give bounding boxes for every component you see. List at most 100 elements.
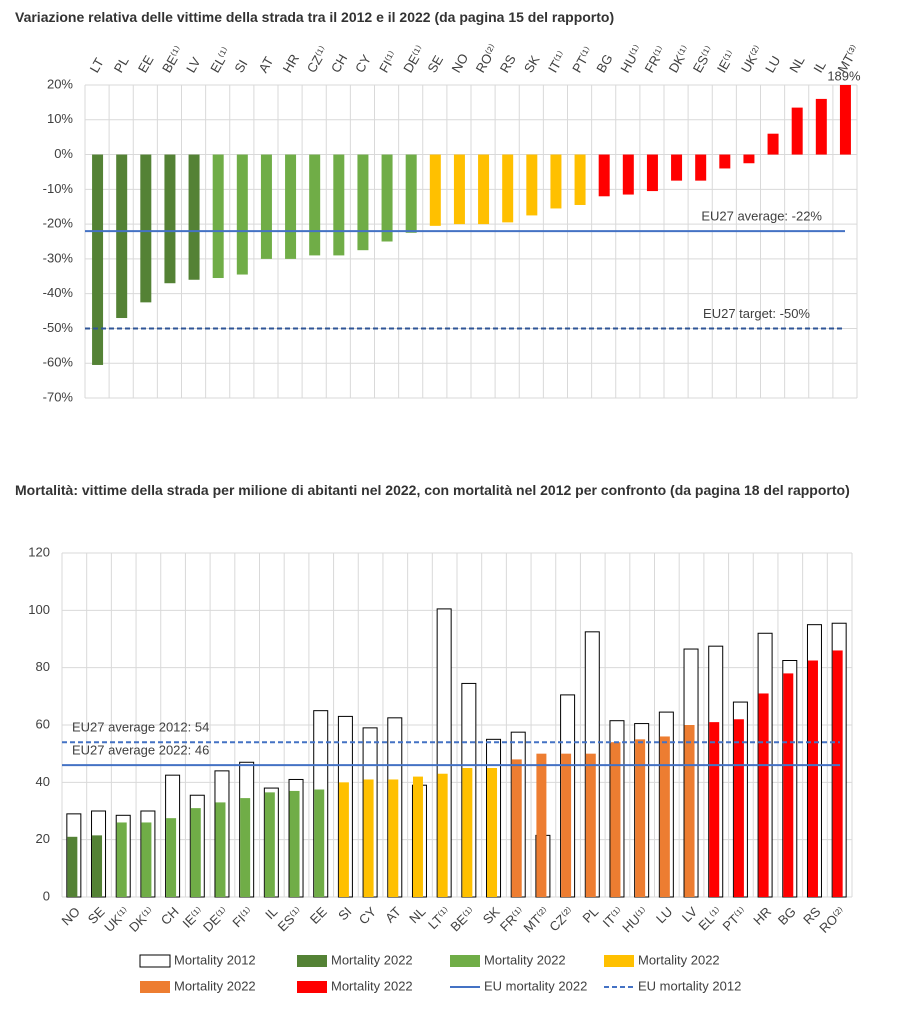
bar	[285, 154, 297, 259]
x-tick-label: IT⁽¹⁾	[545, 48, 569, 75]
x-tick-label: CZ⁽¹⁾	[304, 43, 331, 75]
x-tick-label: AT	[256, 54, 277, 75]
x-tick-label: MT⁽²⁾	[520, 904, 551, 935]
x-tick-label: RS	[497, 52, 519, 75]
x-tick-label: NL	[786, 53, 807, 75]
bar	[511, 759, 522, 897]
x-tick-label: PL	[111, 54, 132, 75]
reference-label: EU27 average: -22%	[701, 209, 822, 224]
bar	[260, 154, 272, 259]
legend-label: Mortality 2022	[331, 952, 413, 967]
x-tick-label: FR⁽¹⁾	[497, 904, 527, 934]
legend-label: Mortality 2022	[638, 952, 720, 967]
x-tick-label: UK⁽²⁾	[738, 43, 765, 75]
bar	[437, 773, 448, 897]
bar	[585, 753, 596, 897]
bar	[190, 808, 201, 897]
bar	[92, 835, 103, 897]
bar	[574, 154, 586, 205]
x-tick-label: SI	[231, 57, 250, 75]
legend-swatch	[297, 955, 327, 967]
reference-label: EU27 average 2012: 54	[72, 720, 209, 735]
y-tick-label: 0%	[54, 146, 73, 161]
bar	[240, 798, 251, 897]
bar	[502, 154, 514, 223]
x-tick-label: ES⁽¹⁾	[275, 904, 305, 934]
y-tick-label: -50%	[43, 320, 74, 335]
x-tick-label: BG	[593, 51, 615, 75]
bar	[363, 779, 374, 897]
x-tick-label: PT⁽¹⁾	[569, 44, 596, 75]
legend-label: Mortality 2022	[331, 978, 413, 993]
bar	[526, 154, 538, 216]
x-tick-label: HU⁽¹⁾	[619, 904, 650, 935]
x-tick-label: PT⁽¹⁾	[720, 904, 750, 934]
x-tick-label: IE⁽¹⁾	[714, 48, 738, 75]
x-tick-label: DK⁽¹⁾	[126, 904, 157, 935]
plot	[92, 85, 851, 365]
bar	[767, 133, 779, 155]
x-tick-label: CY	[356, 904, 380, 928]
x-tick-label: CH	[328, 51, 350, 75]
bar	[388, 779, 399, 897]
bar	[659, 736, 670, 897]
bar	[791, 107, 803, 155]
x-tick-label: ES⁽¹⁾	[690, 43, 717, 75]
bar	[733, 719, 744, 897]
bar	[598, 154, 610, 197]
x-tick-label: FI⁽¹⁾	[376, 48, 400, 75]
x-tick-label: LT⁽¹⁾	[425, 904, 453, 932]
x-tick-label: LU	[653, 904, 675, 926]
y-tick-label: 100	[28, 602, 50, 617]
bar	[405, 154, 417, 233]
bar	[684, 725, 695, 897]
x-tick-label: LT	[87, 55, 107, 75]
x-tick-label: EL⁽¹⁾	[695, 904, 724, 933]
y-tick-label: 20	[36, 831, 50, 846]
bar	[815, 98, 827, 155]
y-tick-label: 120	[28, 544, 50, 559]
y-tick-label: -60%	[43, 355, 74, 370]
bar	[758, 693, 769, 897]
x-tick-label: HU⁽¹⁾	[617, 42, 645, 75]
x-tick-label: SI	[335, 904, 354, 923]
bar	[743, 154, 755, 164]
y-tick-label: 60	[36, 716, 50, 731]
x-tick-label: DK⁽¹⁾	[666, 43, 693, 75]
bar	[188, 154, 200, 280]
x-tick-label: NO	[449, 51, 472, 75]
bar	[783, 673, 794, 897]
bar	[646, 154, 658, 192]
bar	[264, 792, 275, 897]
x-tick-label: CH	[158, 904, 182, 928]
x-tick-label: HR	[750, 904, 774, 928]
x-tick-label: DE⁽¹⁾	[400, 43, 427, 75]
y-tick-label: -20%	[43, 216, 74, 231]
x-tick-label: SE	[424, 52, 446, 75]
reference-label: EU27 average 2022: 46	[72, 743, 209, 758]
bar	[314, 789, 325, 897]
x-tick-label: LU	[762, 53, 783, 75]
legend-swatch	[139, 954, 171, 968]
x-tick-label: UK⁽¹⁾	[101, 904, 132, 935]
bar	[839, 85, 851, 155]
bar	[695, 154, 707, 181]
x-tick-label: FR⁽¹⁾	[642, 43, 669, 75]
bar	[141, 822, 152, 897]
legend-swatch	[140, 981, 170, 993]
y-tick-label: 20%	[47, 76, 73, 91]
bar	[357, 154, 369, 251]
bar	[709, 722, 720, 897]
bar	[453, 154, 465, 225]
bar	[381, 154, 393, 242]
legend-label: EU mortality 2012	[638, 978, 741, 993]
bar	[116, 822, 127, 897]
bar	[622, 154, 634, 195]
x-tick-label: BE⁽¹⁾	[159, 43, 186, 75]
bar	[67, 836, 78, 897]
legend-label: Mortality 2022	[484, 952, 566, 967]
x-tick-label: NO	[59, 904, 83, 928]
reference-label: EU27 target: -50%	[703, 306, 810, 321]
bar	[478, 154, 490, 225]
